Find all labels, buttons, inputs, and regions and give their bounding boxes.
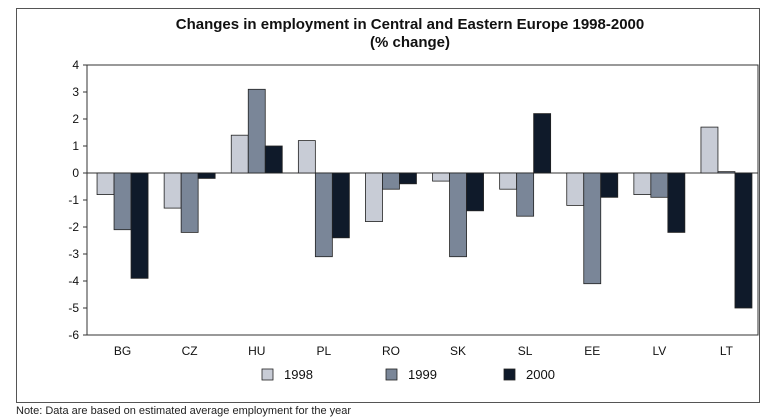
- x-tick-label: BG: [114, 344, 131, 358]
- legend-label-2000: 2000: [526, 367, 555, 382]
- footnote: Note: Data are based on estimated averag…: [16, 405, 352, 417]
- y-tick-label: -4: [68, 274, 79, 288]
- y-tick-label: -3: [68, 247, 79, 261]
- y-tick-label: 3: [72, 85, 79, 99]
- bar-pl-2000: [331, 172, 350, 239]
- bar-bg-2000: [130, 172, 149, 279]
- bar-pl-1998: [297, 140, 316, 174]
- bar-sk-1998: [432, 172, 450, 182]
- x-tick-label: CZ: [182, 344, 198, 358]
- chart-subtitle: (% change): [369, 34, 450, 51]
- bar-hu-1999: [247, 88, 266, 174]
- legend-label-1999: 1999: [408, 367, 437, 382]
- bar-cz-1999: [180, 172, 199, 233]
- x-tick-label: EE: [584, 344, 600, 358]
- x-tick-label: HU: [248, 344, 265, 358]
- legend-swatch-1999: [385, 368, 398, 381]
- bar-sk-1999: [449, 172, 467, 258]
- bar-lv-1999: [650, 172, 669, 198]
- y-tick-label: 0: [72, 166, 79, 180]
- plot-area: [86, 64, 759, 336]
- chart-title: Changes in employment in Central and Eas…: [175, 16, 645, 33]
- bar-bg-1999: [113, 172, 132, 231]
- legend-swatch-1998: [261, 368, 274, 381]
- bar-sl-1998: [499, 172, 518, 190]
- y-tick-label: 4: [72, 58, 79, 72]
- y-tick-label: -1: [68, 193, 79, 207]
- bar-ro-1998: [365, 172, 383, 222]
- bar-sk-2000: [466, 172, 484, 212]
- x-tick-label: LV: [652, 344, 666, 358]
- bar-pl-1999: [314, 172, 333, 258]
- bar-lt-1998: [700, 126, 719, 174]
- y-tick-label: -6: [68, 328, 79, 342]
- bar-ro-2000: [399, 172, 417, 185]
- legend-swatch-2000: [503, 368, 516, 381]
- x-tick-label: LT: [720, 344, 734, 358]
- x-tick-label: SL: [518, 344, 533, 358]
- bar-sl-2000: [533, 113, 552, 174]
- bar-hu-1998: [230, 134, 249, 174]
- bar-ro-1999: [382, 172, 400, 190]
- bar-cz-1998: [163, 172, 182, 209]
- x-tick-label: RO: [382, 344, 400, 358]
- bar-lv-1998: [633, 172, 652, 196]
- bar-bg-1998: [96, 172, 115, 196]
- y-tick-label: 1: [72, 139, 79, 153]
- x-tick-label: PL: [317, 344, 332, 358]
- y-tick-label: -5: [68, 301, 79, 315]
- bar-ee-1998: [566, 172, 585, 206]
- bar-lt-1999: [717, 171, 736, 174]
- bar-lt-2000: [734, 172, 753, 309]
- bar-cz-2000: [197, 172, 216, 179]
- x-tick-label: SK: [450, 344, 466, 358]
- bar-sl-1999: [516, 172, 535, 217]
- legend-label-1998: 1998: [284, 367, 313, 382]
- y-tick-label: 2: [72, 112, 79, 126]
- bar-ee-1999: [583, 172, 602, 285]
- bar-lv-2000: [667, 172, 686, 233]
- y-tick-label: -2: [68, 220, 79, 234]
- bar-hu-2000: [264, 145, 283, 174]
- bar-ee-2000: [600, 172, 619, 198]
